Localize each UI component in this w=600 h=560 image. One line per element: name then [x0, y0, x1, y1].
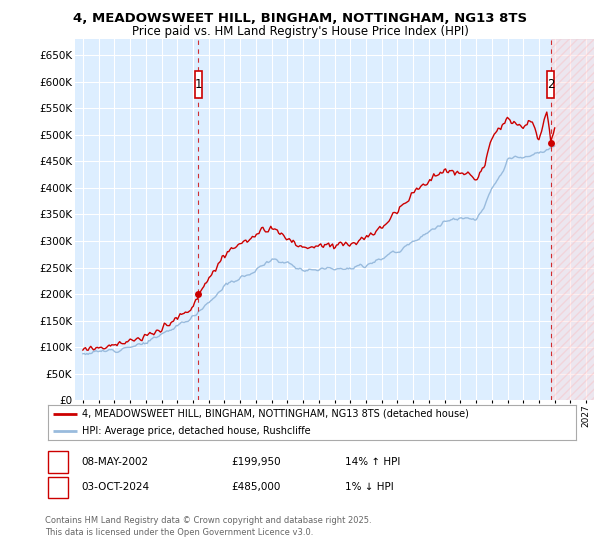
Text: 08-MAY-2002: 08-MAY-2002 — [81, 457, 148, 467]
Bar — [551, 39, 594, 400]
Text: 1: 1 — [55, 457, 61, 467]
Text: Price paid vs. HM Land Registry's House Price Index (HPI): Price paid vs. HM Land Registry's House … — [131, 25, 469, 38]
Text: 03-OCT-2024: 03-OCT-2024 — [81, 482, 149, 492]
Text: £199,950: £199,950 — [231, 457, 281, 467]
Text: Contains HM Land Registry data © Crown copyright and database right 2025.
This d: Contains HM Land Registry data © Crown c… — [45, 516, 371, 537]
Text: £485,000: £485,000 — [231, 482, 280, 492]
FancyBboxPatch shape — [547, 71, 554, 97]
Text: 14% ↑ HPI: 14% ↑ HPI — [345, 457, 400, 467]
Text: 1% ↓ HPI: 1% ↓ HPI — [345, 482, 394, 492]
Bar — [551, 39, 594, 400]
Text: HPI: Average price, detached house, Rushcliffe: HPI: Average price, detached house, Rush… — [82, 426, 311, 436]
Text: 1: 1 — [195, 78, 202, 91]
FancyBboxPatch shape — [195, 71, 202, 97]
Text: 4, MEADOWSWEET HILL, BINGHAM, NOTTINGHAM, NG13 8TS: 4, MEADOWSWEET HILL, BINGHAM, NOTTINGHAM… — [73, 12, 527, 25]
Text: 4, MEADOWSWEET HILL, BINGHAM, NOTTINGHAM, NG13 8TS (detached house): 4, MEADOWSWEET HILL, BINGHAM, NOTTINGHAM… — [82, 409, 469, 418]
Text: 2: 2 — [55, 482, 61, 492]
Text: 2: 2 — [547, 78, 554, 91]
